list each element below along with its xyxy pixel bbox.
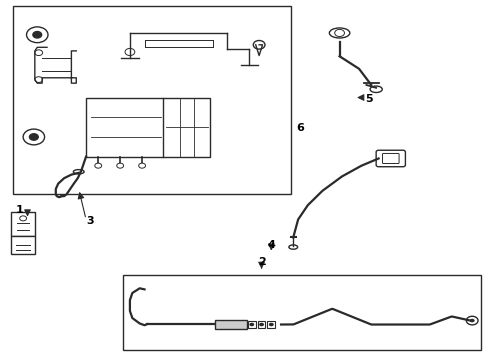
Text: 1: 1: [15, 206, 23, 216]
Bar: [247, 321, 255, 328]
Bar: [122, 275, 480, 350]
Circle shape: [95, 163, 102, 168]
Circle shape: [117, 163, 123, 168]
Text: 3: 3: [86, 216, 94, 226]
Bar: [267, 321, 275, 328]
Text: 2: 2: [257, 257, 265, 267]
Bar: [11, 212, 35, 235]
Circle shape: [469, 319, 474, 322]
Text: 6: 6: [296, 123, 304, 133]
FancyBboxPatch shape: [375, 150, 405, 167]
FancyBboxPatch shape: [382, 153, 398, 163]
Bar: [257, 321, 265, 328]
Bar: [11, 235, 35, 253]
Circle shape: [259, 323, 264, 326]
Bar: [215, 320, 246, 329]
Circle shape: [33, 32, 41, 38]
Circle shape: [139, 163, 145, 168]
Bar: [13, 6, 290, 194]
Bar: [86, 98, 210, 157]
Circle shape: [29, 134, 38, 140]
Circle shape: [249, 323, 254, 326]
Text: 4: 4: [267, 239, 275, 249]
Circle shape: [268, 323, 273, 326]
Text: 5: 5: [364, 94, 372, 104]
